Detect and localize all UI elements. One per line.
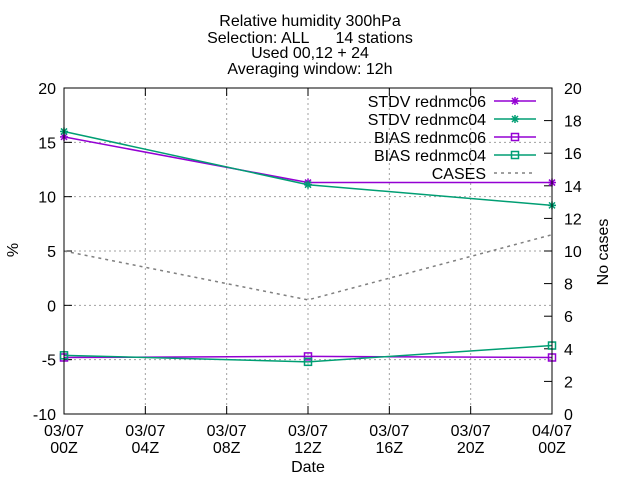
legend-label: CASES (432, 166, 486, 183)
y2-tick-label: 0 (564, 407, 573, 424)
x-axis-label: Date (291, 459, 325, 476)
y2-tick-label: 2 (564, 374, 573, 391)
chart-title-line: Averaging window: 12h (227, 61, 392, 78)
legend-marker (511, 115, 519, 123)
x-tick-label-hour: 04Z (132, 440, 160, 457)
y2-axis-label: No cases (595, 219, 612, 286)
plot-frame (63, 87, 553, 415)
y-tick-label: 0 (47, 298, 56, 315)
y-tick-label: -10 (33, 407, 56, 424)
y-tick-label: 10 (38, 190, 56, 207)
y2-tick-label: 20 (564, 81, 582, 98)
x-tick-label-date: 03/07 (207, 423, 247, 440)
y2-tick-label: 6 (564, 309, 573, 326)
y-tick-label: 20 (38, 81, 56, 98)
legend-marker (510, 150, 520, 160)
x-tick-label-hour: 12Z (294, 440, 322, 457)
x-tick-label-date: 04/07 (532, 423, 572, 440)
y2-tick-label: 16 (564, 146, 582, 163)
series-line (63, 344, 553, 363)
x-tick-label-date: 03/07 (125, 423, 165, 440)
data-point (303, 357, 313, 367)
legend-entry: BIAS rednmc04 (374, 148, 536, 165)
x-tick-label-date: 03/07 (369, 423, 409, 440)
chart-title-line: Used 00,12 + 24 (251, 45, 369, 62)
legend-label: STDV rednmc04 (368, 112, 486, 129)
series-layer (59, 127, 557, 367)
legend-marker (510, 132, 520, 142)
legend-entry: CASES (432, 166, 536, 183)
chart-title-line: Relative humidity 300hPa (219, 13, 401, 30)
legend-entry: BIAS rednmc06 (374, 130, 536, 147)
x-tick-label-hour: 16Z (376, 440, 404, 457)
legend-label: BIAS rednmc06 (374, 130, 486, 147)
y2-tick-label: 4 (564, 342, 573, 359)
legend-entry: STDV rednmc06 (368, 94, 536, 111)
chart-title: Relative humidity 300hPa Selection: ALL … (207, 13, 413, 78)
y-tick-label: 15 (38, 135, 56, 152)
y-tick-label: 5 (47, 244, 56, 261)
y-axis-label: % (5, 243, 22, 257)
data-point (303, 352, 313, 361)
x-tick-label-date: 03/07 (44, 423, 84, 440)
x-tick-label-hour: 00Z (50, 440, 78, 457)
chart-title-line: Selection: ALL 14 stations (207, 30, 413, 47)
y2-tick-label: 10 (564, 244, 582, 261)
legend-marker (511, 97, 519, 105)
y2-tick-label: 12 (564, 211, 582, 228)
x-tick-label-hour: 08Z (213, 440, 241, 457)
legend-entry: STDV rednmc04 (368, 112, 536, 129)
x-tick-label-hour: 20Z (457, 440, 485, 457)
x-tick-label-date: 03/07 (451, 423, 491, 440)
x-tick-label-hour: 00Z (538, 440, 566, 457)
y2-tick-label: 8 (564, 277, 573, 294)
data-point (304, 180, 312, 189)
legend-label: STDV rednmc06 (368, 94, 486, 111)
y-tick-label: -5 (42, 353, 56, 370)
y2-tick-label: 14 (564, 179, 582, 196)
legend-label: BIAS rednmc04 (374, 148, 486, 165)
y2-tick-label: 18 (564, 114, 582, 131)
x-tick-label-date: 03/07 (288, 423, 328, 440)
